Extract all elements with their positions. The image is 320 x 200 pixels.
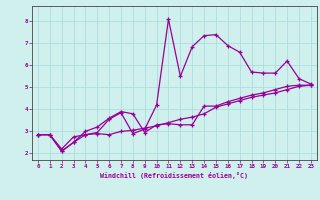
X-axis label: Windchill (Refroidissement éolien,°C): Windchill (Refroidissement éolien,°C)	[100, 172, 248, 179]
